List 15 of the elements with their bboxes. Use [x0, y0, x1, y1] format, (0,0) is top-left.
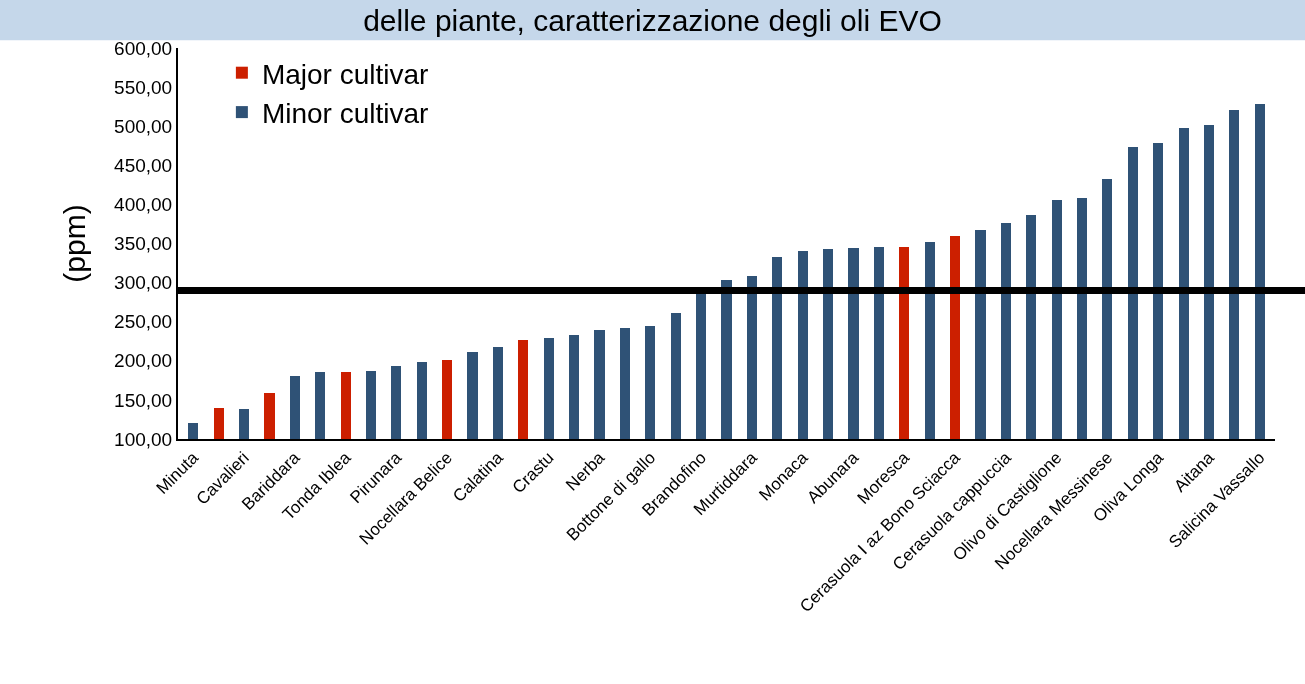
y-tick-label: 350,00 [114, 233, 173, 255]
y-tick-label: 300,00 [114, 272, 173, 294]
y-tick-label: 450,00 [114, 154, 173, 176]
y-tick-label: 500,00 [114, 115, 173, 137]
y-tick-label: 400,00 [114, 194, 173, 216]
chart-title: delle piante, caratterizzazione degli oli EVO [363, 4, 942, 38]
y-tick-label: 200,00 [114, 350, 173, 372]
legend-label: Major cultivar [261, 58, 429, 90]
y-tick-label: 600,00 [114, 37, 173, 59]
y-tick-label: 100,00 [114, 428, 173, 450]
y-axis-title: (ppm) [57, 204, 91, 283]
legend-label: Minor cultivar [261, 98, 429, 130]
y-tick-label: 250,00 [114, 311, 173, 333]
y-tick-label: 550,00 [114, 76, 173, 98]
y-tick-label: 150,00 [114, 389, 173, 411]
